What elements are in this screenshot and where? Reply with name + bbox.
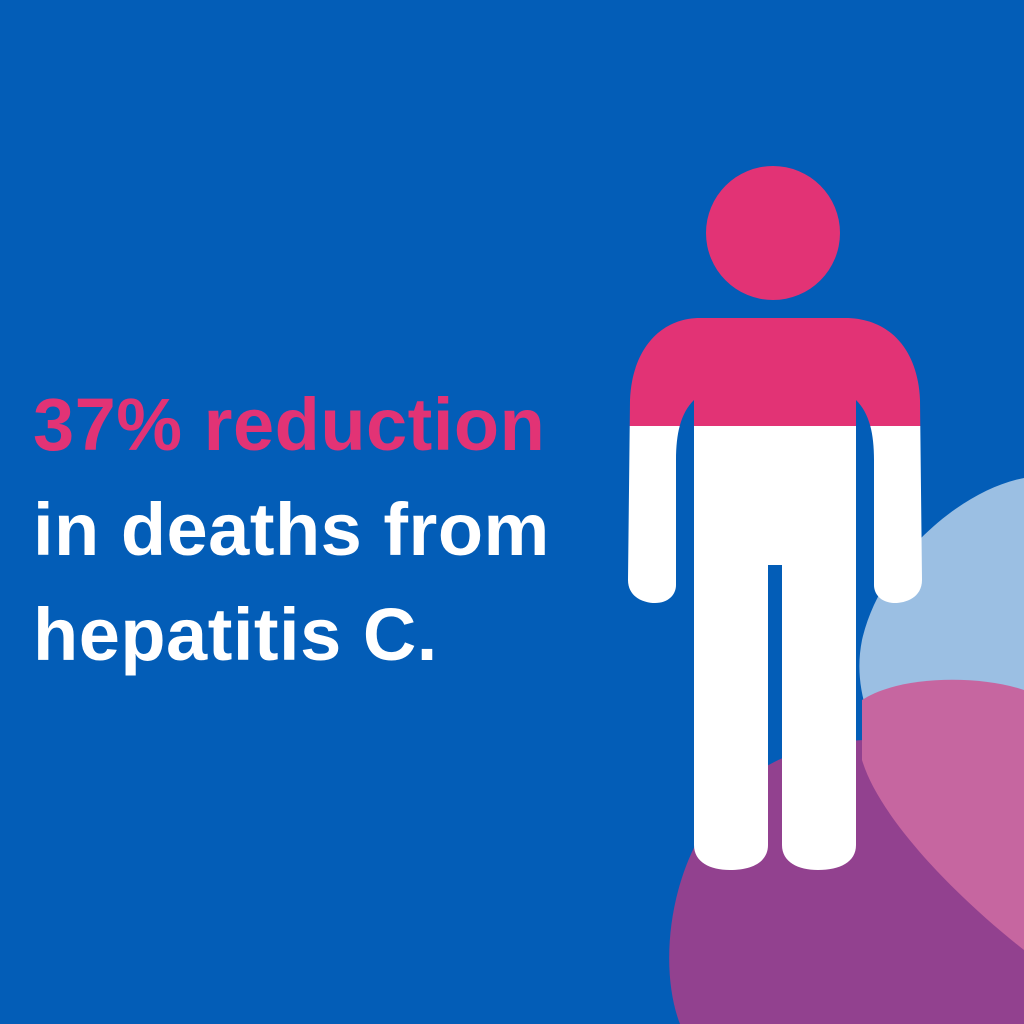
headline-stat: 37% reduction [33, 383, 546, 466]
headline: 37% reduction in deaths from hepatitis C… [33, 372, 550, 687]
pink-blob [862, 679, 1024, 950]
headline-line-3: hepatitis C. [33, 593, 438, 676]
headline-line-2: in deaths from [33, 488, 550, 571]
